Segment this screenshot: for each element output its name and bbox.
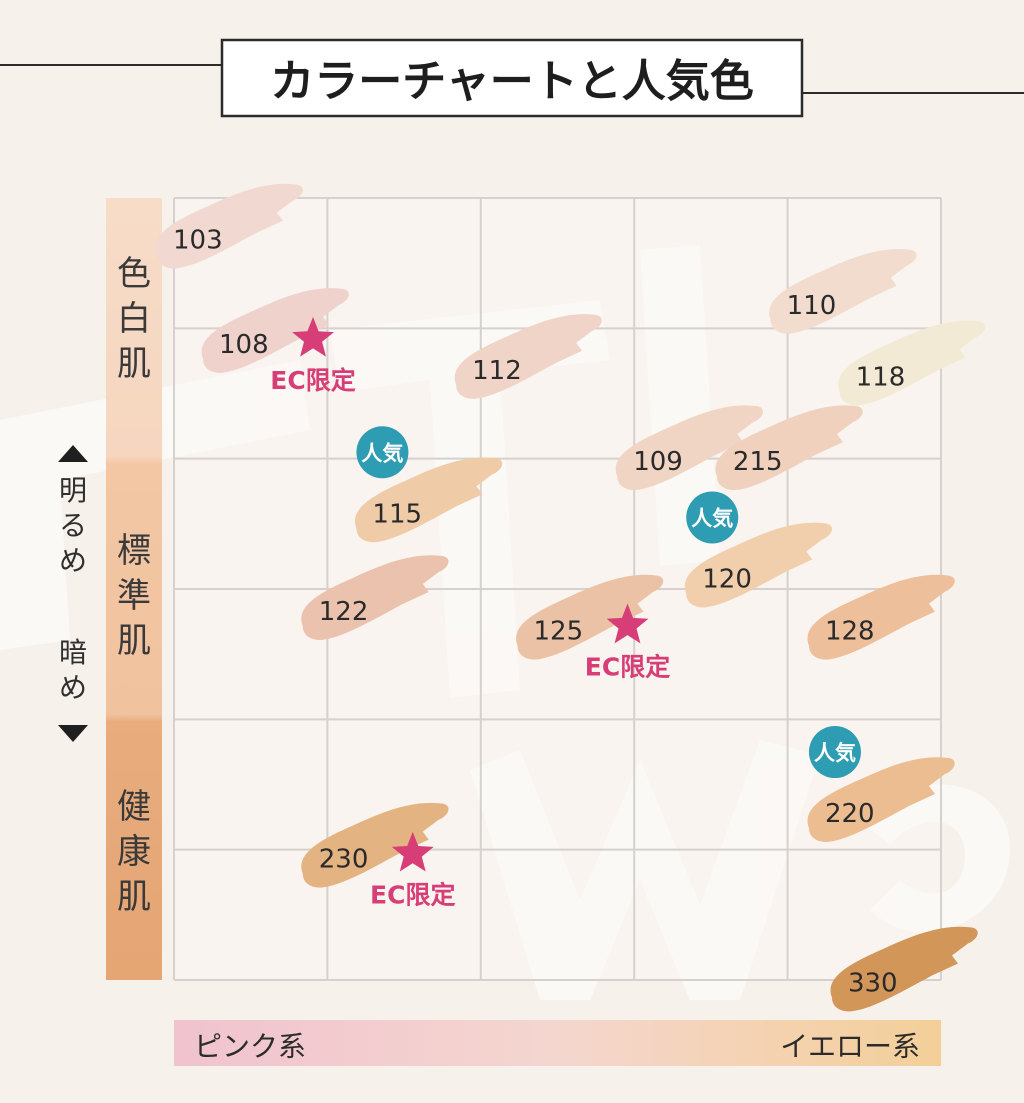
swatch-label: 115	[372, 499, 422, 529]
swatch-109: 109	[615, 405, 764, 491]
swatch-118: 118	[838, 320, 986, 406]
swatch-stroke	[715, 405, 863, 491]
swatch-stroke	[301, 802, 449, 888]
swatch-120: 120 人気	[684, 491, 833, 608]
ec-limited-badge: EC限定	[270, 316, 356, 395]
popular-badge: 人気	[356, 426, 409, 479]
svg-text:EC限定: EC限定	[270, 366, 355, 395]
swatch-215: 215	[715, 405, 863, 491]
star-icon	[606, 603, 649, 644]
band-label-healthy: 健康肌	[117, 787, 151, 917]
swatch-stroke	[830, 926, 978, 1012]
page-title: カラーチャートと人気色	[270, 56, 754, 107]
swatch-label: 108	[219, 330, 269, 360]
swatch-stroke	[354, 457, 503, 543]
swatch-stroke	[615, 405, 764, 491]
band-label-standard: 標準肌	[117, 531, 151, 661]
swatch-label: 109	[633, 447, 683, 477]
swatch-label: 330	[848, 968, 898, 998]
swatch-label: 118	[856, 362, 906, 392]
popular-badge: 人気	[686, 491, 739, 544]
swatch-label: 120	[702, 564, 752, 594]
swatch-label: 215	[733, 447, 783, 477]
yellow-label: イエロー系	[780, 1030, 920, 1063]
swatch-label: 230	[319, 845, 369, 875]
swatch-stroke	[769, 248, 917, 334]
star-icon	[292, 316, 334, 357]
dark-label: 暗め	[59, 636, 87, 704]
swatch-103: 103	[155, 183, 303, 269]
swatch-128: 128	[807, 574, 955, 660]
swatch-stroke	[201, 288, 349, 373]
swatch-label: 128	[825, 617, 875, 647]
arrow-up-icon	[58, 445, 88, 462]
svg-text:EC限定: EC限定	[370, 881, 455, 910]
bright-label: 明るめ	[59, 474, 87, 577]
ec-limited-badge: EC限定	[370, 831, 455, 910]
star-icon	[391, 831, 434, 872]
swatch-stroke	[516, 574, 664, 660]
pink-label: ピンク系	[194, 1030, 306, 1063]
swatch-stroke	[301, 555, 449, 641]
swatch-stroke	[838, 320, 986, 406]
band-label-fair: 色白肌	[117, 254, 151, 384]
swatch-122: 122	[301, 555, 449, 641]
svg-text:人気: 人気	[814, 741, 856, 765]
swatch-label: 110	[787, 291, 837, 321]
arrow-down-icon	[58, 725, 88, 742]
svg-text:人気: 人気	[361, 441, 403, 465]
swatch-stroke	[807, 757, 955, 843]
brightness-axis: 明るめ 暗め	[58, 445, 88, 742]
swatch-110: 110	[769, 248, 917, 334]
swatch-330: 330	[830, 926, 978, 1012]
swatch-label: 112	[472, 356, 522, 386]
ec-limited-badge: EC限定	[585, 603, 670, 682]
swatch-stroke	[454, 314, 602, 399]
skin-band: 色白肌 標準肌 健康肌	[106, 198, 162, 980]
swatch-220: 220 人気	[807, 726, 955, 843]
swatch-stroke	[155, 183, 303, 269]
swatch-stroke	[807, 574, 955, 660]
swatch-112: 112	[454, 314, 602, 399]
swatch-label: 125	[534, 617, 584, 647]
swatch-label: 103	[173, 226, 223, 256]
swatch-stroke	[684, 522, 833, 608]
hue-axis: ピンク系 イエロー系	[174, 1020, 941, 1066]
swatch-label: 122	[319, 597, 369, 627]
swatch-label: 220	[825, 799, 875, 829]
svg-text:EC限定: EC限定	[585, 653, 670, 682]
svg-text:人気: 人気	[691, 506, 733, 530]
swatch-115: 115 人気	[354, 426, 503, 543]
title-box: カラーチャートと人気色	[0, 38, 1024, 118]
popular-badge: 人気	[808, 726, 861, 779]
